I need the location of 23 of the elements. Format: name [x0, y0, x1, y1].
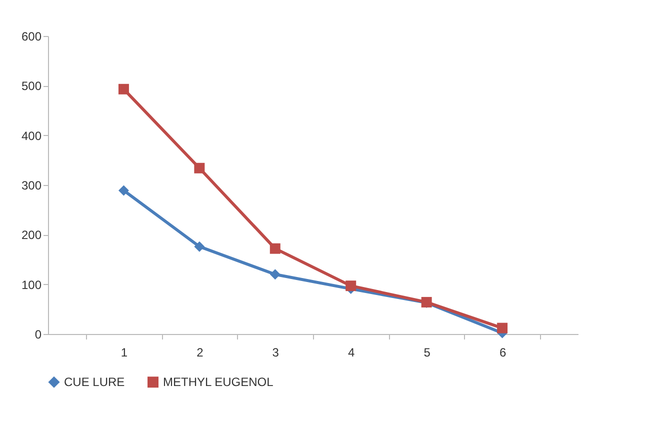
- x-tick-label: 1: [120, 346, 128, 360]
- point: [194, 241, 205, 252]
- point: [497, 322, 508, 334]
- x-tick-label: 5: [424, 346, 431, 360]
- point: [270, 269, 280, 280]
- point: [118, 185, 129, 196]
- y-tick-label: 200: [21, 228, 42, 242]
- y-tick-label: 500: [21, 79, 42, 94]
- x-tick-label: 6: [499, 346, 506, 360]
- y-tick-label: 100: [21, 278, 42, 292]
- y-tick-label: 600: [21, 30, 42, 44]
- legend-label: METHYL EUGENOL: [163, 375, 274, 390]
- x-tick-label: 3: [272, 346, 280, 360]
- point: [194, 162, 205, 174]
- y-tick-label: 300: [21, 178, 42, 192]
- point: [346, 280, 356, 292]
- point: [270, 243, 280, 254]
- y-tick-label: 400: [21, 128, 42, 143]
- legend-label: CUE LURE: [64, 375, 125, 390]
- x-tick-label: 2: [196, 346, 204, 360]
- x-tick-label: 4: [348, 346, 356, 360]
- point: [118, 84, 129, 94]
- y-tick-label: 0: [34, 328, 42, 342]
